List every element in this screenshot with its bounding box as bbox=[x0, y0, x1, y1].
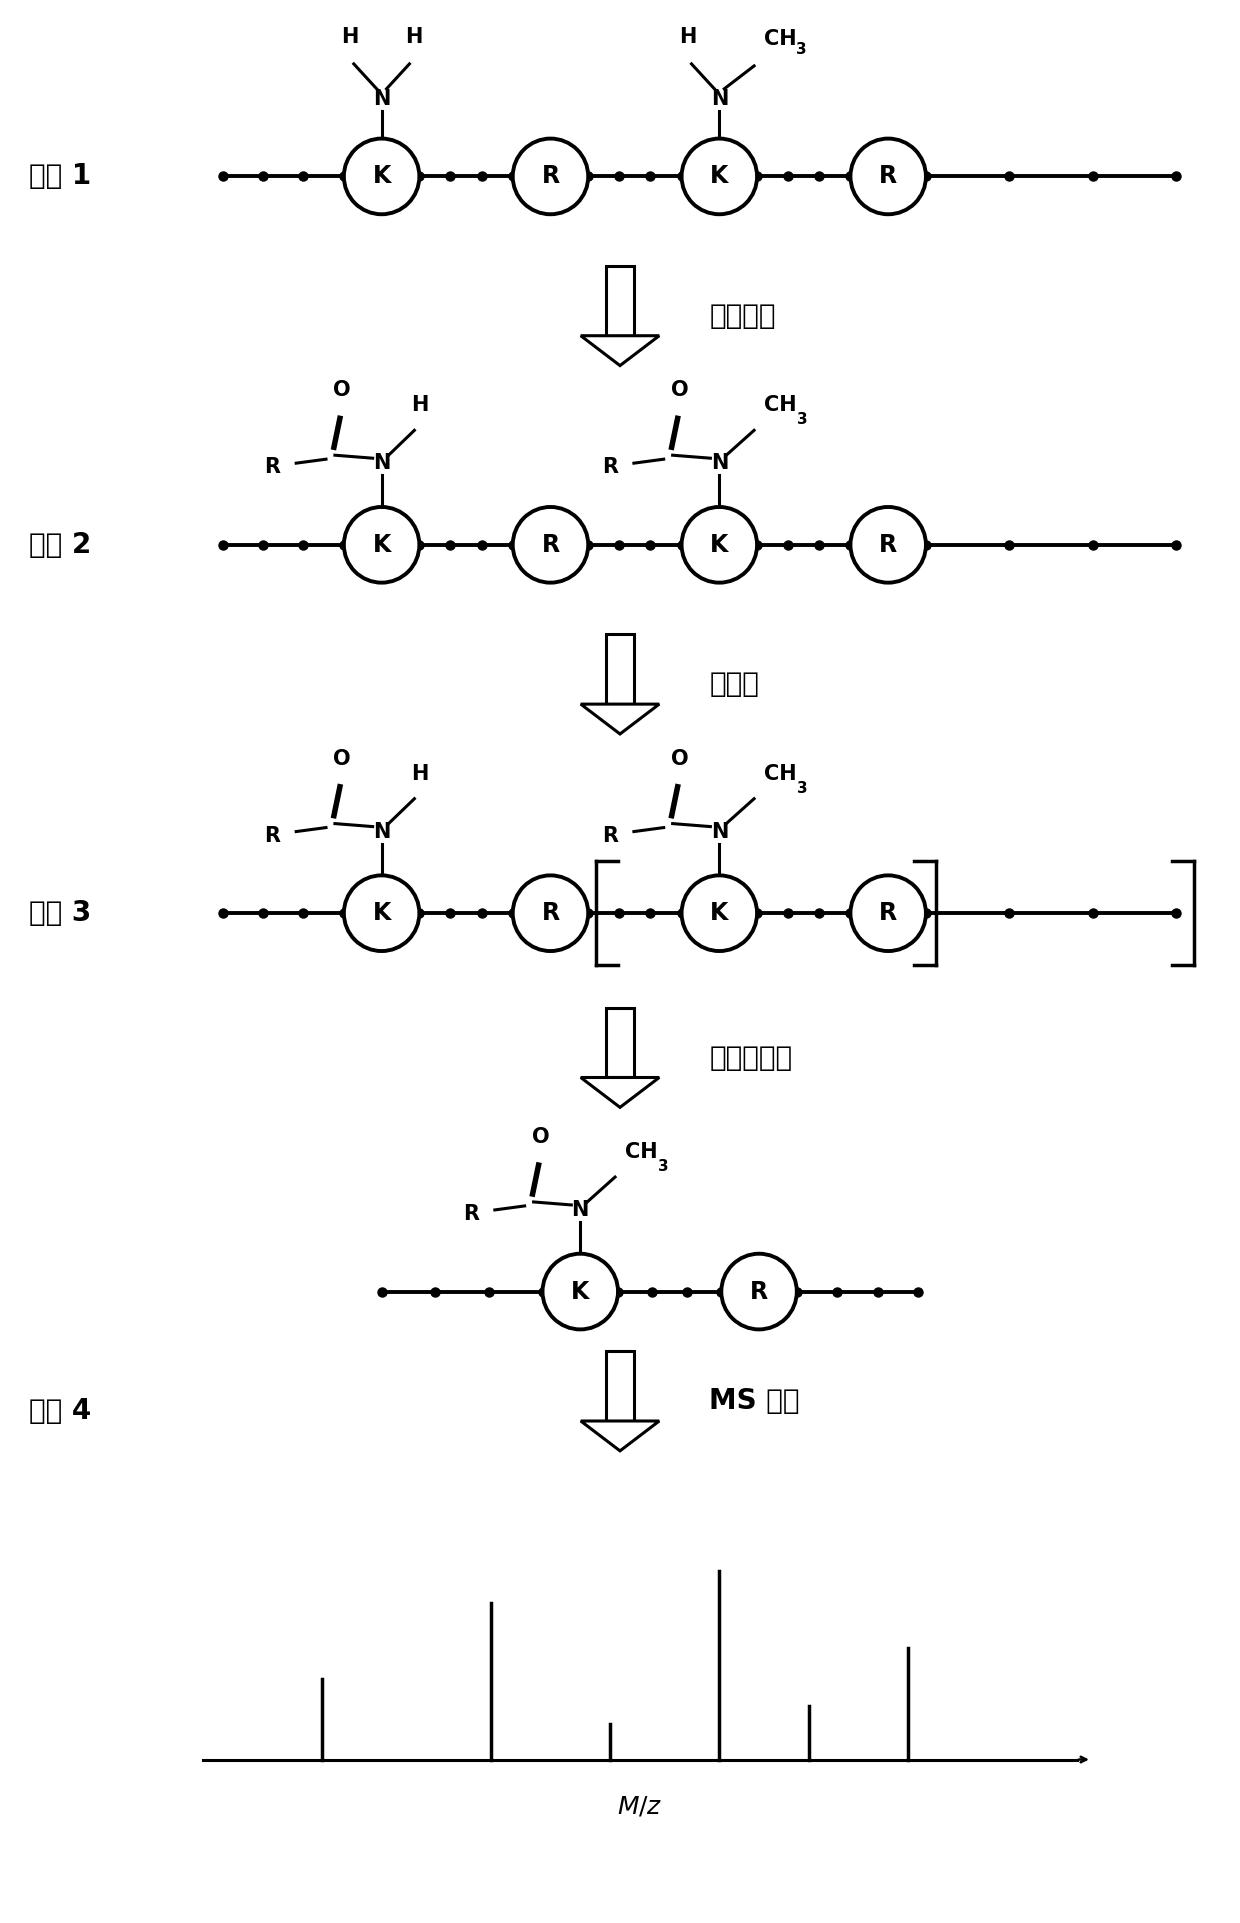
Text: N: N bbox=[572, 1200, 589, 1219]
Text: R: R bbox=[542, 533, 559, 558]
Text: K: K bbox=[572, 1279, 589, 1304]
Polygon shape bbox=[580, 1421, 660, 1450]
Text: R: R bbox=[542, 165, 559, 188]
Polygon shape bbox=[580, 1077, 660, 1108]
Text: K: K bbox=[372, 533, 391, 558]
Text: O: O bbox=[532, 1127, 549, 1148]
Polygon shape bbox=[580, 337, 660, 365]
Text: R: R bbox=[264, 825, 280, 846]
Text: R: R bbox=[601, 458, 618, 477]
Text: K: K bbox=[711, 165, 729, 188]
Text: CH: CH bbox=[764, 396, 796, 415]
Text: MS 分析: MS 分析 bbox=[709, 1386, 800, 1415]
Text: 3: 3 bbox=[657, 1160, 668, 1175]
Text: N: N bbox=[373, 88, 391, 110]
Circle shape bbox=[851, 875, 926, 952]
Text: N: N bbox=[711, 821, 728, 842]
Circle shape bbox=[512, 875, 588, 952]
Text: $\it{M/z}$: $\it{M/z}$ bbox=[618, 1794, 662, 1819]
Text: 3: 3 bbox=[797, 781, 807, 796]
Text: 3: 3 bbox=[797, 412, 807, 427]
Text: O: O bbox=[334, 381, 351, 400]
Text: R: R bbox=[879, 902, 898, 925]
Circle shape bbox=[682, 875, 758, 952]
Text: 步骤 3: 步骤 3 bbox=[29, 900, 92, 927]
Text: R: R bbox=[750, 1279, 768, 1304]
Circle shape bbox=[543, 1254, 618, 1329]
Text: 3: 3 bbox=[796, 42, 806, 58]
Text: 酰化反应: 酰化反应 bbox=[709, 302, 776, 331]
Circle shape bbox=[343, 508, 419, 583]
Text: R: R bbox=[601, 825, 618, 846]
Text: 步骤 4: 步骤 4 bbox=[29, 1396, 92, 1425]
Circle shape bbox=[851, 508, 926, 583]
Text: H: H bbox=[410, 763, 428, 785]
Text: CH: CH bbox=[764, 29, 796, 48]
Text: CH: CH bbox=[764, 763, 796, 785]
Text: 用抗体富集: 用抗体富集 bbox=[709, 1044, 792, 1071]
Text: CH: CH bbox=[625, 1142, 657, 1161]
Text: 步骤 1: 步骤 1 bbox=[29, 162, 91, 190]
Text: K: K bbox=[711, 533, 729, 558]
Text: O: O bbox=[671, 748, 688, 769]
Bar bbox=[606, 635, 634, 704]
Text: H: H bbox=[341, 27, 358, 46]
Text: K: K bbox=[372, 165, 391, 188]
Text: H: H bbox=[678, 27, 696, 46]
Text: H: H bbox=[404, 27, 422, 46]
Text: N: N bbox=[373, 454, 391, 473]
Circle shape bbox=[682, 508, 758, 583]
Text: 酶裂解: 酶裂解 bbox=[709, 671, 759, 698]
Circle shape bbox=[682, 138, 758, 213]
Polygon shape bbox=[580, 704, 660, 735]
Circle shape bbox=[851, 138, 926, 213]
Circle shape bbox=[512, 138, 588, 213]
Text: K: K bbox=[711, 902, 729, 925]
Circle shape bbox=[343, 138, 419, 213]
Text: R: R bbox=[879, 533, 898, 558]
Text: R: R bbox=[879, 165, 898, 188]
Text: O: O bbox=[334, 748, 351, 769]
Text: R: R bbox=[463, 1204, 479, 1223]
Circle shape bbox=[512, 508, 588, 583]
Text: 步骤 2: 步骤 2 bbox=[29, 531, 92, 560]
Circle shape bbox=[343, 875, 419, 952]
Text: H: H bbox=[410, 396, 428, 415]
Text: O: O bbox=[671, 381, 688, 400]
Text: N: N bbox=[711, 454, 728, 473]
Text: N: N bbox=[373, 821, 391, 842]
Text: R: R bbox=[542, 902, 559, 925]
Text: K: K bbox=[372, 902, 391, 925]
Circle shape bbox=[722, 1254, 797, 1329]
Bar bbox=[606, 1008, 634, 1077]
Text: N: N bbox=[711, 88, 728, 110]
Bar bbox=[606, 1352, 634, 1421]
Bar bbox=[606, 265, 634, 337]
Text: R: R bbox=[264, 458, 280, 477]
